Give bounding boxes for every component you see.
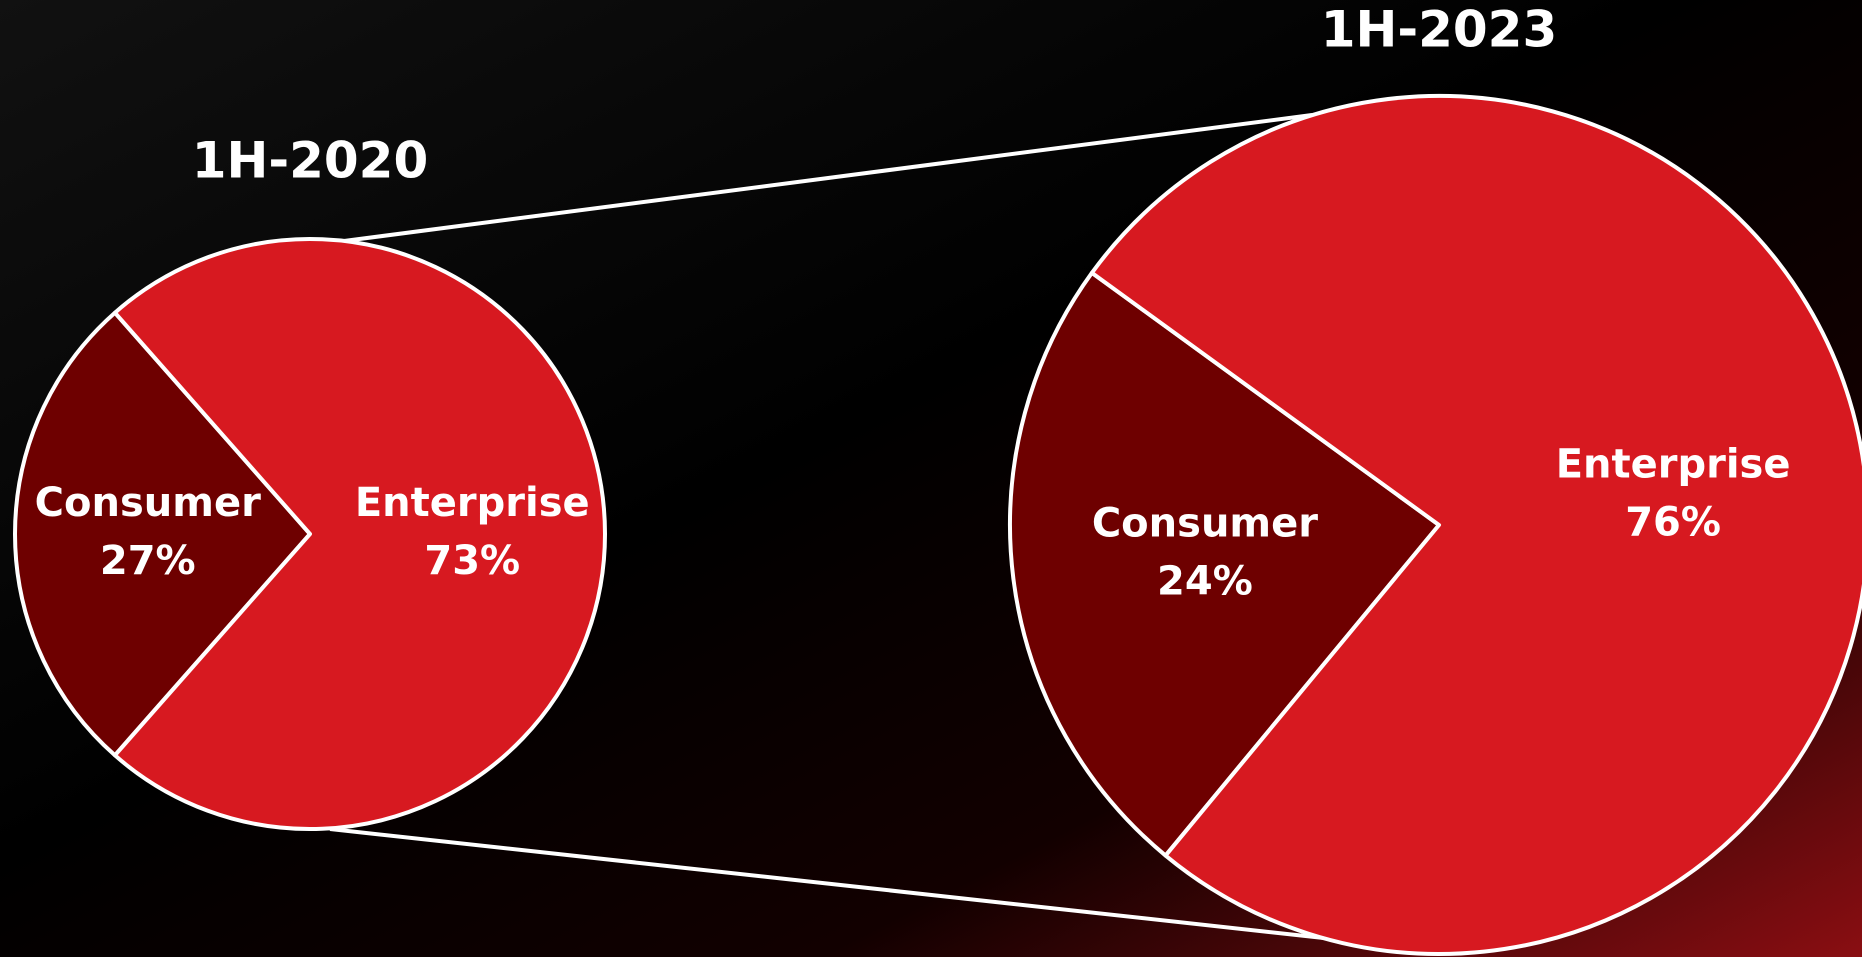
slice-value-label: 24% bbox=[1157, 559, 1253, 605]
slice-value-label: 73% bbox=[424, 538, 520, 584]
slice-value-label: 76% bbox=[1625, 499, 1721, 545]
pie-slice bbox=[1008, 270, 1441, 858]
slice-category: Enterprise bbox=[355, 480, 590, 526]
chart-title: 1H-2023 bbox=[1321, 1, 1558, 59]
connector-top bbox=[343, 113, 1313, 243]
slice-category: Consumer bbox=[35, 480, 261, 526]
slice-category: Enterprise bbox=[1556, 441, 1791, 487]
slice-value-label: 27% bbox=[100, 538, 196, 584]
connector-bottom bbox=[329, 827, 1343, 942]
pie-slice bbox=[13, 310, 312, 758]
chart-title: 1H-2020 bbox=[192, 132, 429, 190]
pie-slice bbox=[1089, 94, 1862, 956]
pie-slice bbox=[112, 237, 607, 831]
slice-category: Consumer bbox=[1092, 501, 1318, 547]
